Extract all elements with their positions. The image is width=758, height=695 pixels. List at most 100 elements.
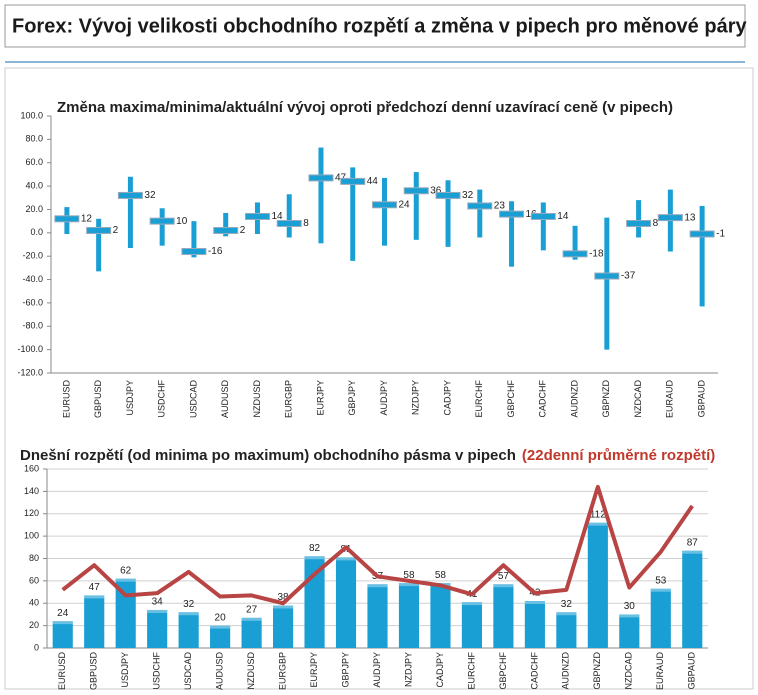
x-tick-label: NZDCAD bbox=[624, 652, 634, 690]
range-bar bbox=[477, 189, 483, 238]
value-label: 87 bbox=[687, 537, 699, 548]
x-tick-label: GBPAUD bbox=[687, 652, 697, 690]
bar-highlight bbox=[147, 609, 168, 613]
value-label: 24 bbox=[399, 199, 411, 210]
bar bbox=[241, 617, 262, 648]
value-label: 44 bbox=[367, 176, 379, 187]
x-tick-label: EURJPY bbox=[309, 652, 319, 688]
y-tick-label: -60.0 bbox=[22, 297, 43, 307]
x-tick-label: AUDUSD bbox=[214, 652, 224, 690]
x-tick-label: USDCHF bbox=[157, 379, 167, 417]
range-bar bbox=[572, 225, 578, 260]
bar bbox=[556, 612, 577, 648]
bar bbox=[524, 601, 545, 648]
value-label: 32 bbox=[561, 599, 573, 610]
bar-highlight bbox=[178, 612, 199, 616]
x-tick-label: EURCHF bbox=[466, 651, 476, 689]
y-tick-label: 100 bbox=[24, 531, 39, 541]
x-tick-label: NZDUSD bbox=[252, 380, 262, 418]
current-marker bbox=[499, 210, 525, 218]
current-marker bbox=[340, 177, 366, 185]
current-marker bbox=[181, 248, 207, 256]
x-tick-label: AUDJPY bbox=[372, 652, 382, 688]
x-tick-label: EURGBP bbox=[277, 652, 287, 690]
current-marker bbox=[562, 250, 588, 258]
y-tick-label: 140 bbox=[24, 486, 39, 496]
value-label: 32 bbox=[144, 190, 156, 201]
chart-title: Změna maxima/minima/aktuální vývoj oprot… bbox=[57, 99, 673, 116]
current-marker bbox=[54, 215, 80, 223]
y-tick-label: -80.0 bbox=[22, 321, 43, 331]
bar-highlight bbox=[335, 557, 357, 561]
y-tick-label: 80.0 bbox=[25, 134, 43, 144]
value-label: 27 bbox=[246, 604, 258, 615]
x-tick-label: USDJPY bbox=[120, 652, 130, 688]
current-marker bbox=[372, 201, 397, 209]
current-marker bbox=[308, 174, 334, 182]
y-tick-label: 120 bbox=[24, 508, 39, 518]
current-marker bbox=[149, 217, 175, 225]
value-label: 14 bbox=[271, 211, 283, 222]
value-label: 53 bbox=[655, 575, 667, 586]
bar bbox=[367, 584, 388, 648]
range-bar bbox=[413, 172, 419, 240]
bar bbox=[84, 595, 105, 648]
x-tick-label: AUDNZD bbox=[569, 380, 579, 418]
x-tick-label: EURAUD bbox=[665, 380, 675, 419]
bar-highlight bbox=[304, 556, 325, 560]
x-tick-label: GBPUSD bbox=[89, 652, 99, 690]
current-marker bbox=[657, 214, 683, 222]
x-tick-label: GBPUSD bbox=[93, 380, 103, 419]
bar-highlight bbox=[524, 601, 545, 605]
bar-highlight bbox=[461, 602, 483, 606]
y-tick-label: 80 bbox=[29, 553, 39, 563]
y-tick-label: 40.0 bbox=[25, 180, 43, 190]
bar bbox=[587, 522, 608, 648]
current-marker bbox=[244, 212, 270, 220]
bar-highlight bbox=[587, 522, 608, 526]
value-label: 58 bbox=[435, 570, 447, 581]
x-tick-label: CADCHF bbox=[538, 379, 548, 417]
range-bar bbox=[445, 180, 451, 247]
value-label: -1 bbox=[716, 229, 725, 240]
page-title: Forex: Vývoj velikosti obchodního rozpět… bbox=[12, 15, 747, 37]
bar-highlight bbox=[493, 584, 514, 588]
x-tick-label: GBPNZD bbox=[601, 380, 611, 418]
value-label: 24 bbox=[57, 608, 69, 619]
x-tick-label: CADJPY bbox=[435, 652, 445, 688]
value-label: 10 bbox=[176, 216, 188, 227]
value-label: 32 bbox=[462, 190, 474, 201]
bar bbox=[682, 550, 703, 648]
range-bar bbox=[636, 200, 642, 238]
range-bar bbox=[604, 217, 610, 350]
bar-highlight bbox=[241, 617, 262, 621]
x-tick-label: NZDJPY bbox=[403, 652, 413, 687]
bar bbox=[398, 583, 420, 648]
value-label: 13 bbox=[684, 212, 696, 223]
bar bbox=[619, 614, 640, 648]
y-tick-label: 100.0 bbox=[20, 110, 43, 120]
bar bbox=[650, 588, 671, 648]
bar bbox=[430, 583, 451, 648]
value-label: 20 bbox=[215, 612, 227, 623]
bar-highlight bbox=[272, 605, 294, 609]
x-tick-label: AUDJPY bbox=[379, 380, 389, 416]
x-tick-label: EURCHF bbox=[474, 379, 484, 417]
current-marker bbox=[117, 191, 143, 199]
value-label: 82 bbox=[309, 543, 321, 554]
current-marker bbox=[403, 187, 429, 195]
y-tick-label: 20 bbox=[29, 620, 39, 630]
header-box bbox=[4, 4, 746, 48]
x-tick-label: EURJPY bbox=[315, 380, 325, 416]
value-label: 14 bbox=[557, 211, 569, 222]
bar-highlight bbox=[84, 595, 105, 599]
x-tick-label: CADCHF bbox=[529, 651, 539, 689]
bar bbox=[272, 605, 294, 648]
x-tick-label: CADJPY bbox=[442, 380, 452, 416]
y-tick-label: 60 bbox=[29, 575, 39, 585]
range-bar bbox=[350, 167, 356, 261]
range-bar bbox=[159, 208, 165, 246]
bar-highlight bbox=[398, 583, 420, 587]
current-marker bbox=[86, 226, 112, 234]
y-tick-label: -120.0 bbox=[17, 367, 43, 377]
